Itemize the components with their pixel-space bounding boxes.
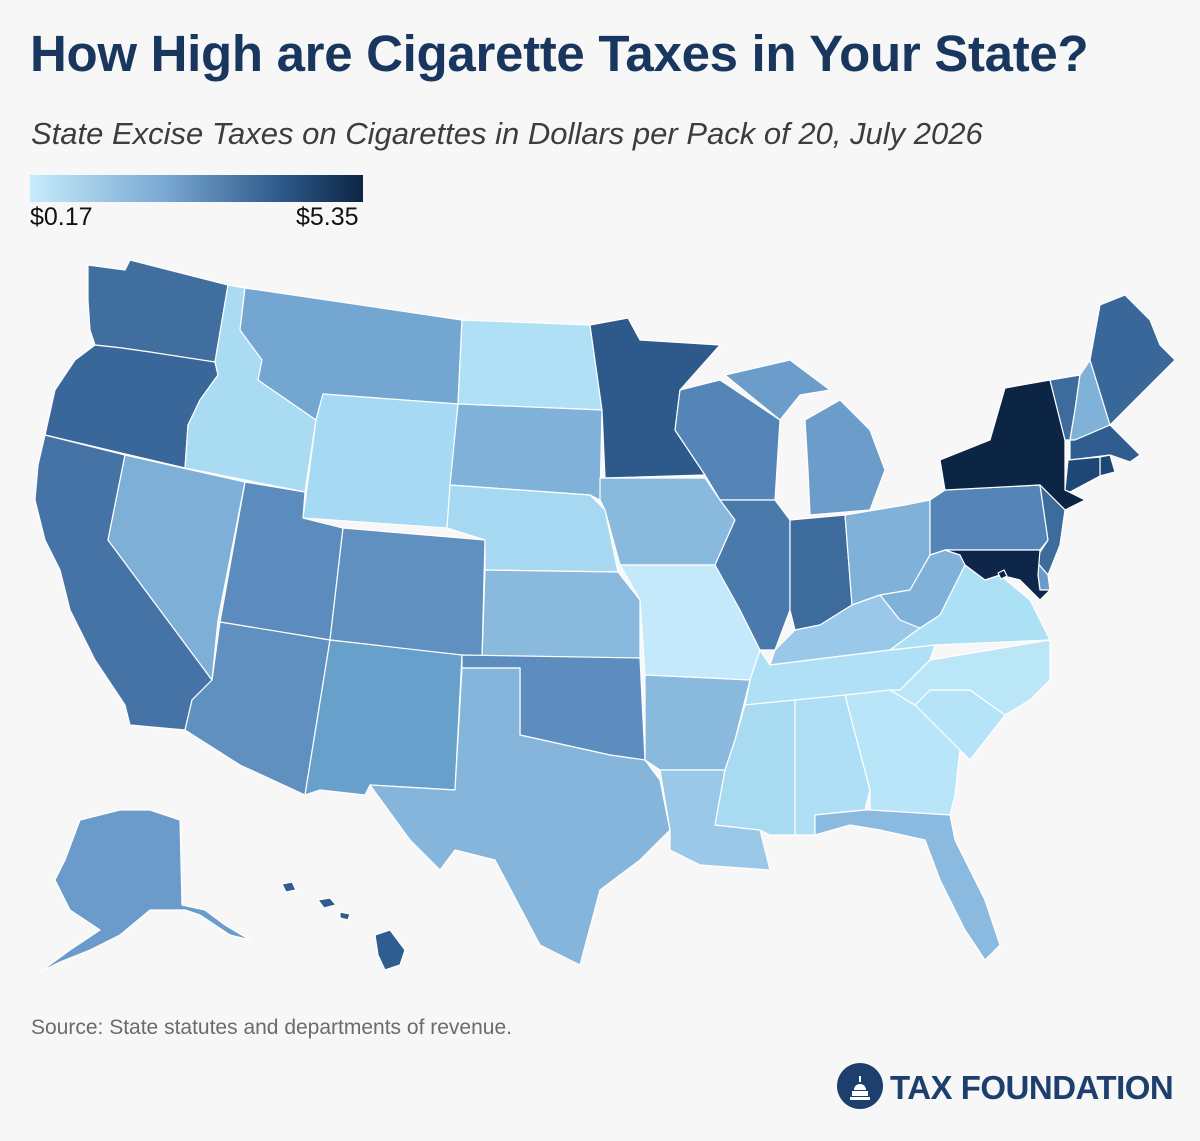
- state-RI[interactable]: [1099, 454, 1116, 477]
- state-CO[interactable]: [329, 527, 486, 659]
- state-NV[interactable]: [107, 454, 246, 681]
- state-CT[interactable]: [1064, 456, 1101, 493]
- state-ME[interactable]: [1089, 294, 1176, 426]
- state-PA[interactable]: [929, 484, 1049, 556]
- legend-color-scale: [30, 175, 363, 202]
- legend-min-label: $0.17: [30, 203, 93, 231]
- state-MD[interactable]: [944, 549, 1051, 601]
- capitol-dome-icon: [837, 1063, 883, 1109]
- state-NJ[interactable]: [1034, 484, 1066, 576]
- state-MI[interactable]: [724, 359, 886, 516]
- chart-title: How High are Cigarette Taxes in Your Sta…: [30, 25, 1089, 82]
- state-NC[interactable]: [889, 639, 1051, 716]
- state-ND[interactable]: [457, 319, 603, 411]
- state-DC[interactable]: [997, 569, 1008, 580]
- state-SD[interactable]: [449, 403, 603, 501]
- state-FL[interactable]: [814, 809, 1001, 961]
- state-TX[interactable]: [369, 667, 671, 966]
- us-choropleth-map: [34, 259, 1176, 973]
- state-HI[interactable]: [281, 881, 406, 971]
- state-IL[interactable]: [714, 499, 791, 651]
- brand-name: TAX FOUNDATION: [890, 1069, 1174, 1106]
- chart-subtitle: State Excise Taxes on Cigarettes in Doll…: [31, 116, 983, 151]
- state-NM[interactable]: [304, 639, 463, 796]
- source-note: Source: State statutes and departments o…: [31, 1016, 512, 1039]
- state-WY[interactable]: [302, 393, 459, 529]
- legend-max-label: $5.35: [296, 203, 359, 231]
- state-AK[interactable]: [39, 809, 251, 973]
- state-KS[interactable]: [481, 569, 641, 659]
